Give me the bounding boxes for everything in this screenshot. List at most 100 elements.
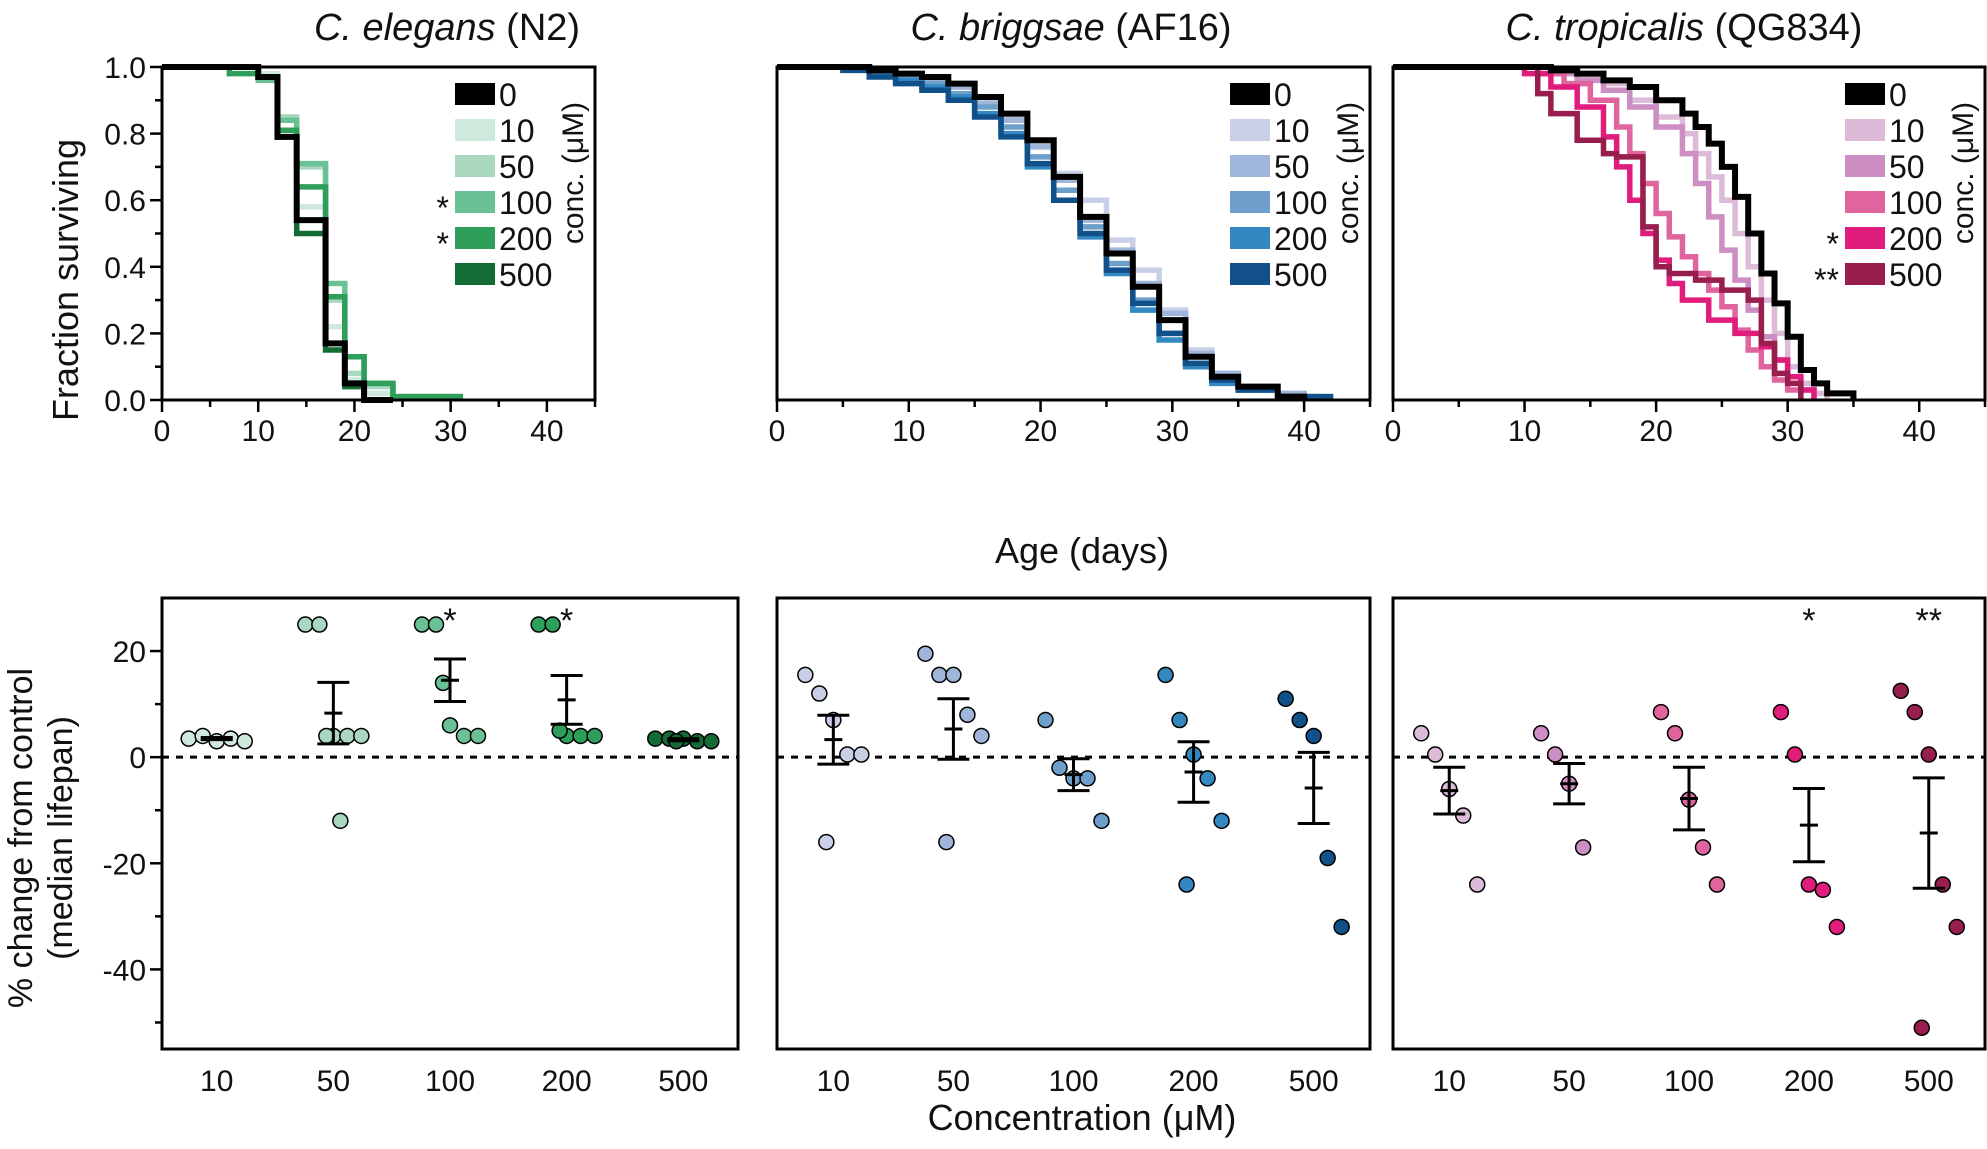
data-point <box>413 616 431 633</box>
legend-significance: * <box>437 190 449 226</box>
legend-swatch-0 <box>1845 83 1885 105</box>
data-point <box>1913 1019 1931 1037</box>
data-point <box>455 727 473 745</box>
data-point <box>332 812 349 830</box>
bottom-y-axis-label-line1: % change from control <box>2 668 40 1008</box>
bottom-x-axis-label: Concentration (μM) <box>928 1097 1237 1138</box>
legend-swatch-0 <box>455 83 495 105</box>
survival-line-0 <box>1393 64 1857 400</box>
category-label-10: 10 <box>200 1065 233 1098</box>
data-point <box>1157 666 1174 684</box>
legend-label-50: 50 <box>499 149 535 185</box>
data-point <box>194 727 211 745</box>
data-point <box>311 616 328 633</box>
data-point <box>1652 703 1670 721</box>
plot-frame <box>1391 65 1987 402</box>
legend-label-200: 200 <box>1889 221 1942 257</box>
data-point <box>1532 725 1550 742</box>
data-point <box>959 706 976 723</box>
legend-swatch-500 <box>455 263 495 285</box>
y-tick-label: 0.2 <box>104 318 146 351</box>
data-point <box>647 730 664 747</box>
x-tick-label: 0 <box>1385 415 1402 448</box>
top-y-axis-label: Fraction surviving <box>45 139 86 421</box>
category-label-200: 200 <box>1784 1065 1834 1098</box>
legend-unit-label: conc. (μM) <box>1947 102 1980 244</box>
legend-label-200: 200 <box>499 221 552 257</box>
category-label-500: 500 <box>1289 1065 1339 1098</box>
y-tick-label: 20 <box>113 636 146 669</box>
survival-line-0 <box>162 64 393 403</box>
legend-unit-label: conc. (μM) <box>557 102 590 244</box>
legend-label-100: 100 <box>1274 185 1327 221</box>
legend-significance: * <box>1827 226 1839 262</box>
survival-line-10 <box>777 64 1307 400</box>
significance-marker: * <box>1802 602 1815 640</box>
data-point <box>1666 725 1684 742</box>
legend-swatch-500 <box>1845 263 1885 285</box>
legend-label-0: 0 <box>1889 77 1907 113</box>
legend-label-10: 10 <box>1889 113 1925 149</box>
x-tick-label: 10 <box>1508 415 1541 448</box>
data-point <box>1574 839 1592 856</box>
data-point <box>530 616 547 633</box>
survival-line-100 <box>1393 64 1804 400</box>
data-point <box>1319 849 1336 867</box>
data-point <box>1546 746 1564 763</box>
y-tick-label: -40 <box>103 954 146 987</box>
category-label-500: 500 <box>658 1065 708 1098</box>
data-point <box>469 727 487 745</box>
data-point <box>1171 711 1188 729</box>
data-point <box>1037 711 1054 729</box>
data-point <box>1906 703 1924 721</box>
data-point <box>1934 876 1952 893</box>
legend-label-10: 10 <box>499 113 535 149</box>
legend-label-200: 200 <box>1274 221 1327 257</box>
data-point <box>339 727 356 745</box>
category-label-50: 50 <box>937 1065 970 1098</box>
category-label-10: 10 <box>1433 1065 1466 1098</box>
data-point <box>586 727 603 745</box>
data-point <box>441 717 459 734</box>
change-panel-3: 10 50 100 * 200 ** 500 <box>1391 596 1987 1098</box>
legend-label-100: 100 <box>1889 185 1942 221</box>
x-tick-label: 10 <box>242 415 275 448</box>
data-point <box>973 727 990 745</box>
data-point <box>1892 682 1910 700</box>
y-tick-label: 0.0 <box>104 385 146 418</box>
y-tick-label: 0.4 <box>104 252 146 285</box>
legend-swatch-100 <box>1845 191 1885 213</box>
legend-swatch-500 <box>1230 263 1270 285</box>
data-point <box>1412 725 1430 742</box>
x-tick-label: 40 <box>530 415 563 448</box>
legend-swatch-100 <box>455 191 495 213</box>
significance-marker: * <box>560 602 573 640</box>
survival-line-500 <box>162 64 367 400</box>
survival-line-500 <box>1393 64 1804 400</box>
data-point <box>931 666 948 684</box>
survival-line-0 <box>777 64 1308 400</box>
legend-label-50: 50 <box>1274 149 1310 185</box>
survival-line-50 <box>777 64 1307 400</box>
data-point <box>353 727 370 745</box>
legend-significance: ** <box>1814 262 1839 298</box>
data-point <box>1948 918 1966 936</box>
significance-marker: * <box>443 602 456 640</box>
data-point <box>1277 690 1294 708</box>
survival-line-200 <box>1393 64 1817 400</box>
x-tick-label: 20 <box>1024 415 1057 448</box>
data-point <box>1800 876 1818 893</box>
data-point <box>208 733 225 750</box>
legend-swatch-100 <box>1230 191 1270 213</box>
category-label-50: 50 <box>317 1065 350 1098</box>
y-tick-label: 0 <box>129 742 146 775</box>
data-point <box>1199 770 1216 787</box>
data-point <box>1814 881 1832 899</box>
data-point <box>434 674 452 692</box>
data-point <box>853 746 870 763</box>
legend-swatch-50 <box>455 155 495 177</box>
data-point <box>1828 918 1846 936</box>
x-tick-label: 30 <box>1771 415 1804 448</box>
legend-swatch-10 <box>1230 119 1270 141</box>
